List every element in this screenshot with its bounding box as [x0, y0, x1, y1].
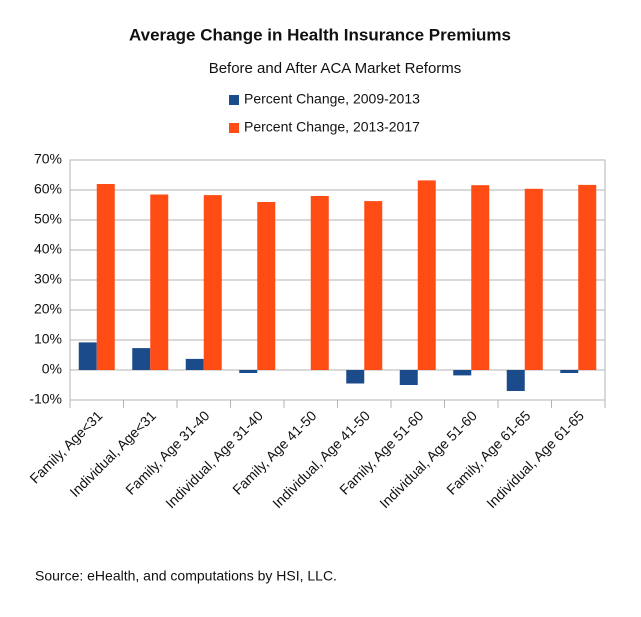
bar — [132, 348, 151, 370]
y-tick-label: 20% — [34, 301, 62, 317]
legend-swatch — [229, 123, 239, 133]
bar — [150, 194, 169, 370]
bar — [78, 342, 97, 370]
legend-label: Percent Change, 2013-2017 — [244, 119, 420, 135]
y-tick-label: 60% — [34, 181, 62, 197]
bar — [203, 195, 222, 370]
y-tick-label: 0% — [42, 361, 62, 377]
bar — [310, 196, 329, 370]
y-tick-label: 30% — [34, 271, 62, 287]
y-tick-label: 40% — [34, 241, 62, 257]
bar — [506, 370, 525, 391]
bar — [185, 358, 204, 370]
plot-border — [69, 159, 606, 401]
y-tick-label: -10% — [29, 391, 62, 407]
chart-title: Average Change in Health Insurance Premi… — [129, 25, 511, 44]
bar — [239, 370, 258, 373]
bar — [524, 188, 543, 370]
source-note: Source: eHealth, and computations by HSI… — [35, 568, 337, 584]
y-tick-label: 50% — [34, 211, 62, 227]
chart-subtitle: Before and After ACA Market Reforms — [209, 60, 462, 77]
legend-label: Percent Change, 2009-2013 — [244, 91, 420, 107]
bar — [453, 370, 472, 376]
y-tick-label: 10% — [34, 331, 62, 347]
bar — [364, 201, 383, 370]
bar — [471, 185, 490, 370]
bar — [257, 202, 276, 370]
y-tick-label: 70% — [34, 151, 62, 167]
bar — [96, 184, 115, 370]
bar — [417, 180, 436, 370]
legend-swatch — [229, 95, 239, 105]
bar — [399, 370, 418, 385]
bar — [578, 184, 597, 370]
bar — [560, 370, 579, 373]
bar — [346, 370, 365, 384]
